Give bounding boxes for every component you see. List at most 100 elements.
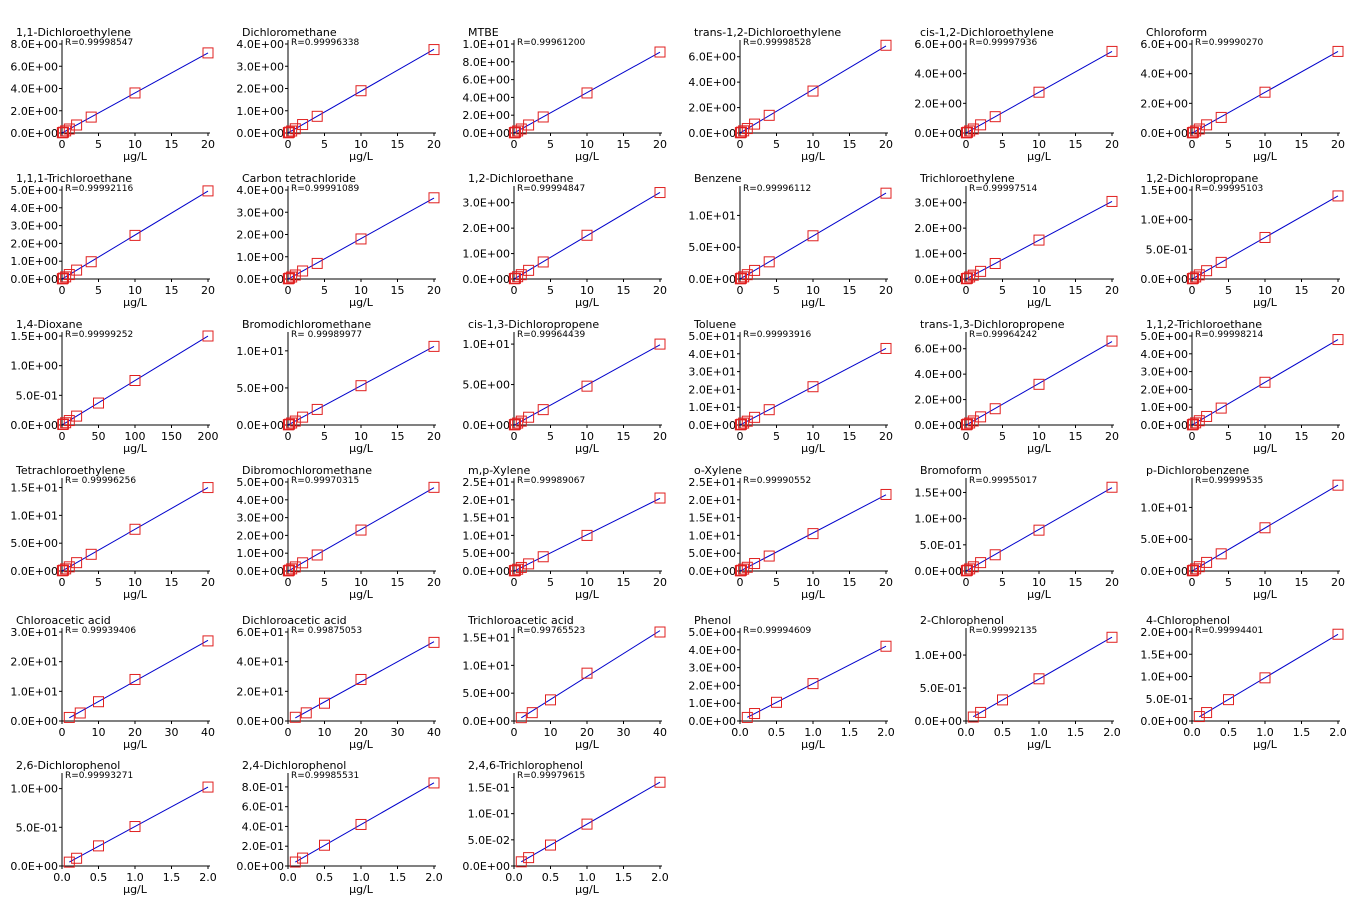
chart-title: 1,1,2-Trichloroethane bbox=[1146, 318, 1262, 331]
fit-line bbox=[514, 51, 661, 134]
calibration-panel: o-Xylene R=0.99990552 0.0E+00 5.0E+00 1.0E+0… bbox=[678, 462, 904, 608]
r-value-label: R=0.99996338 bbox=[291, 38, 359, 48]
x-tick-label: 5 bbox=[95, 284, 102, 297]
data-point-marker bbox=[961, 564, 973, 576]
data-point-marker bbox=[57, 418, 69, 430]
data-point-marker bbox=[741, 269, 753, 281]
y-tick-label: 4.0E+00 bbox=[914, 368, 962, 381]
x-tick-label: 2.0 bbox=[425, 871, 443, 884]
fit-line bbox=[740, 494, 887, 572]
data-point-marker bbox=[311, 257, 323, 269]
y-tick-label: 0.0E+00 bbox=[236, 419, 284, 432]
data-point-marker bbox=[283, 126, 295, 138]
x-tick-label: 1.0 bbox=[126, 871, 144, 884]
data-point-marker bbox=[964, 271, 976, 283]
x-tick-label: 0 bbox=[59, 138, 66, 151]
x-axis-label: μg/L bbox=[575, 738, 600, 751]
data-point-marker bbox=[509, 272, 521, 284]
x-tick-label: 0 bbox=[59, 576, 66, 589]
data-point-marker bbox=[202, 635, 214, 647]
chart-title: Dibromochloromethane bbox=[242, 464, 372, 477]
data-point-marker bbox=[428, 777, 440, 789]
x-tick-label: 5 bbox=[999, 576, 1006, 589]
y-tick-label: 5.0E+00 bbox=[462, 547, 510, 560]
data-point-marker bbox=[297, 411, 309, 423]
data-point-marker bbox=[1201, 707, 1213, 719]
data-point-marker bbox=[289, 269, 301, 281]
chart-title: 2,6-Dichlorophenol bbox=[16, 759, 120, 772]
data-point-marker bbox=[1223, 694, 1234, 706]
y-tick-label: 2.0E+00 bbox=[236, 229, 284, 242]
x-tick-label: 40 bbox=[427, 726, 441, 739]
data-point-marker bbox=[1215, 402, 1227, 414]
x-tick-label: 0 bbox=[59, 430, 66, 443]
data-point-marker bbox=[1187, 126, 1199, 138]
y-tick-label: 0.0E+00 bbox=[236, 565, 284, 578]
data-point-marker bbox=[289, 561, 301, 573]
x-tick-label: 0.5 bbox=[90, 871, 108, 884]
data-point-marker bbox=[202, 47, 214, 59]
data-point-marker bbox=[74, 707, 86, 719]
calibration-panel: Toluene R=0.99993916 0.0E+00 1.0E+01 2.0E+01… bbox=[678, 316, 904, 462]
data-point-marker bbox=[202, 482, 214, 494]
y-tick-label: 5.0E-02 bbox=[468, 834, 510, 847]
y-tick-label: 2.0E+00 bbox=[10, 105, 58, 118]
y-tick-label: 2.0E+00 bbox=[914, 222, 962, 235]
x-tick-label: 15 bbox=[843, 284, 857, 297]
x-axis-label: μg/L bbox=[349, 738, 374, 751]
data-point-marker bbox=[1332, 190, 1344, 202]
x-tick-label: 1.5 bbox=[1293, 726, 1311, 739]
y-tick-label: 0.0E+00 bbox=[914, 127, 962, 140]
x-tick-label: 0 bbox=[511, 138, 518, 151]
fit-line bbox=[62, 335, 209, 426]
x-tick-label: 0 bbox=[285, 284, 292, 297]
r-value-label: R=0.99995103 bbox=[1195, 184, 1263, 194]
x-tick-label: 5 bbox=[547, 284, 554, 297]
x-axis-label: μg/L bbox=[801, 296, 826, 309]
x-tick-label: 5 bbox=[1225, 430, 1232, 443]
data-point-marker bbox=[355, 233, 367, 245]
data-point-marker bbox=[807, 230, 819, 242]
data-point-marker bbox=[741, 123, 753, 135]
x-tick-label: 20 bbox=[653, 430, 667, 443]
data-point-marker bbox=[93, 696, 104, 708]
calibration-panel: Bromodichloromethane R= 0.99989977 0.0E+00… bbox=[226, 316, 452, 462]
fit-line bbox=[1192, 339, 1339, 426]
y-tick-label: 0.0E+00 bbox=[688, 273, 736, 286]
data-point-marker bbox=[311, 110, 323, 122]
data-point-marker bbox=[1259, 86, 1271, 98]
data-point-marker bbox=[738, 563, 750, 575]
y-tick-label: 1.0E+01 bbox=[462, 338, 510, 351]
x-axis-label: μg/L bbox=[575, 588, 600, 601]
y-tick-label: 5.0E+00 bbox=[462, 379, 510, 392]
data-point-marker bbox=[1332, 45, 1344, 57]
x-tick-label: 10 bbox=[580, 430, 594, 443]
data-point-marker bbox=[1259, 522, 1271, 534]
fit-line bbox=[288, 48, 435, 134]
data-point-marker bbox=[57, 273, 69, 285]
x-tick-label: 10 bbox=[1258, 138, 1272, 151]
fit-line bbox=[966, 487, 1113, 572]
fit-line bbox=[740, 45, 887, 134]
data-point-marker bbox=[523, 558, 535, 570]
data-point-marker bbox=[654, 46, 666, 58]
chart-title: 1,2-Dichloropropane bbox=[1146, 172, 1258, 185]
y-tick-label: 4.0E+00 bbox=[688, 76, 736, 89]
x-axis-label: μg/L bbox=[801, 150, 826, 163]
data-point-marker bbox=[735, 126, 747, 138]
x-axis-label: μg/L bbox=[1027, 738, 1052, 751]
x-axis-label: μg/L bbox=[1027, 588, 1052, 601]
calibration-panel: MTBE R=0.99961200 0.0E+00 2.0E+00 4.0E+00 6.0… bbox=[452, 24, 678, 170]
calibration-plot: MTBE R=0.99961200 0.0E+00 2.0E+00 4.0E+00 6.0… bbox=[462, 26, 667, 163]
x-axis-label: μg/L bbox=[575, 442, 600, 455]
data-point-marker bbox=[975, 411, 987, 423]
y-tick-label: 5.0E-01 bbox=[1146, 693, 1188, 706]
x-tick-label: 0 bbox=[1189, 430, 1196, 443]
data-point-marker bbox=[880, 342, 892, 354]
y-tick-label: 0.0E+00 bbox=[236, 127, 284, 140]
fit-line bbox=[288, 345, 435, 426]
